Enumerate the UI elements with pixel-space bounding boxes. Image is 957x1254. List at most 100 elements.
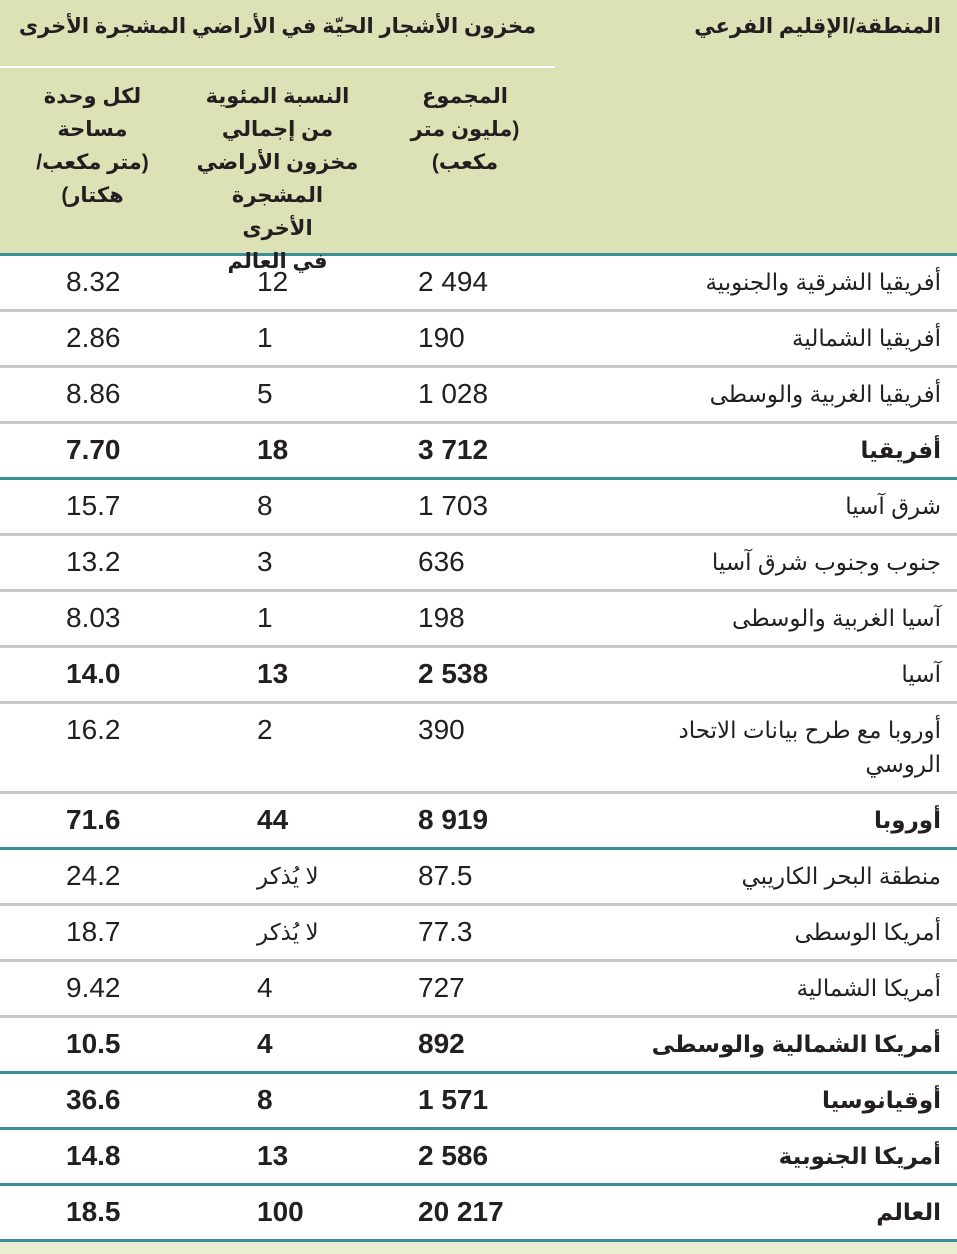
- per-area-cell: 36.6: [66, 1084, 121, 1115]
- region-cell: أمريكا الجنوبية: [778, 1143, 941, 1169]
- header-line: هكتار): [61, 184, 124, 207]
- region-cell: آسيا الغربية والوسطى: [732, 605, 941, 631]
- header-line: مخزون الأراضي: [196, 151, 359, 174]
- region-cell: أمريكا الشمالية والوسطى: [651, 1031, 941, 1057]
- table-row: جنوب وجنوب شرق آسيا 636 3 13.2: [0, 536, 957, 592]
- subtotal-row: أمريكا الشمالية والوسطى 892 4 10.5: [0, 1018, 957, 1074]
- subtotal-row: أفريقيا 3 712 18 7.70: [0, 424, 957, 480]
- percent-cell: 3: [257, 546, 273, 577]
- subtotal-row: أمريكا الجنوبية 2 586 13 14.8: [0, 1130, 957, 1186]
- header-line: المشجرة الأخرى: [231, 184, 324, 240]
- header-line: لكل وحدة: [43, 85, 142, 108]
- table-footer-band: [0, 1242, 957, 1254]
- per-area-cell: 8.03: [66, 602, 121, 633]
- table-row: أوروبا مع طرح بيانات الاتحاد الروسي 390 2 1…: [0, 704, 957, 794]
- per-area-cell: 13.2: [66, 546, 121, 577]
- table-body: أفريقيا الشرقية والجنوبية 2 494 12 8.32 أفري…: [0, 256, 957, 1242]
- total-cell: 87.5: [418, 860, 473, 891]
- table-row: أفريقيا الشمالية 190 1 2.86: [0, 312, 957, 368]
- header-group: مخزون الأشجار الحيّة في الأراضي المشجرة …: [18, 15, 537, 38]
- region-cell: آسيا: [901, 661, 941, 687]
- per-area-cell: 18.5: [66, 1196, 121, 1227]
- header-region: المنطقة/الإقليم الفرعي: [694, 15, 941, 38]
- table-row: أفريقيا الشرقية والجنوبية 2 494 12 8.32: [0, 256, 957, 312]
- region-cell: أفريقيا الغربية والوسطى: [709, 381, 941, 407]
- table-row: شرق آسيا 1 703 8 15.7: [0, 480, 957, 536]
- per-area-cell: 8.32: [66, 266, 121, 297]
- region-cell: العالم: [876, 1199, 941, 1225]
- table-row: أفريقيا الغربية والوسطى 1 028 5 8.86: [0, 368, 957, 424]
- per-area-cell: 16.2: [66, 714, 121, 745]
- per-area-cell: 14.0: [66, 658, 121, 689]
- subtotal-row: أوقيانوسيا 1 571 8 36.6: [0, 1074, 957, 1130]
- total-cell: 2 586: [418, 1140, 489, 1171]
- percent-cell: لا يُذكر: [257, 919, 319, 945]
- per-area-cell: 18.7: [66, 916, 121, 947]
- percent-cell: 8: [257, 1084, 273, 1115]
- percent-cell: 2: [257, 714, 273, 745]
- region-cell: أمريكا الوسطى: [794, 919, 942, 945]
- region-cell: أوقيانوسيا: [822, 1087, 941, 1113]
- total-cell: 20 217: [418, 1196, 504, 1227]
- header-line: من إجمالي: [221, 118, 334, 141]
- total-cell: 198: [418, 602, 465, 633]
- total-cell: 636: [418, 546, 465, 577]
- header-line: النسبة المئوية: [205, 85, 350, 108]
- header-total: المجموع (مليون متر مكعب): [380, 80, 550, 179]
- header-per-area: لكل وحدة مساحة (متر مكعب/ هكتار): [10, 80, 175, 212]
- per-area-cell: 7.70: [66, 434, 121, 465]
- header-line: (متر مكعب/: [36, 151, 149, 174]
- percent-cell: 44: [257, 804, 289, 835]
- table-header: المنطقة/الإقليم الفرعي مخزون الأشجار الح…: [0, 0, 957, 273]
- total-cell: 3 712: [418, 434, 489, 465]
- percent-cell: 18: [257, 434, 289, 465]
- total-cell: 2 538: [418, 658, 489, 689]
- region-cell: أفريقيا: [860, 437, 941, 463]
- percent-cell: 13: [257, 1140, 289, 1171]
- total-cell: 390: [418, 714, 465, 745]
- region-cell: أمريكا الشمالية: [796, 975, 941, 1001]
- per-area-cell: 2.86: [66, 322, 121, 353]
- region-cell: جنوب وجنوب شرق آسيا: [711, 549, 941, 575]
- percent-cell: 1: [257, 602, 273, 633]
- per-area-cell: 71.6: [66, 804, 121, 835]
- per-area-cell: 14.8: [66, 1140, 121, 1171]
- percent-cell: 12: [257, 266, 289, 297]
- subtotal-row: العالم 20 217 100 18.5: [0, 1186, 957, 1242]
- total-cell: 892: [418, 1028, 465, 1059]
- table-row: أمريكا الوسطى 77.3 لا يُذكر 18.7: [0, 906, 957, 962]
- header-line: مكعب): [431, 151, 499, 174]
- percent-cell: 1: [257, 322, 273, 353]
- region-cell: شرق آسيا: [845, 493, 941, 519]
- subtotal-row: آسيا 2 538 13 14.0: [0, 648, 957, 704]
- header-line: المجموع: [422, 85, 508, 108]
- header-line: (مليون متر: [410, 118, 520, 141]
- total-cell: 727: [418, 972, 465, 1003]
- table-row: آسيا الغربية والوسطى 198 1 8.03: [0, 592, 957, 648]
- header-line: مساحة: [57, 118, 128, 141]
- per-area-cell: 24.2: [66, 860, 121, 891]
- total-cell: 190: [418, 322, 465, 353]
- region-cell: أوروبا: [874, 807, 941, 833]
- header-percent: النسبة المئوية من إجمالي مخزون الأراضي ا…: [195, 80, 360, 278]
- per-area-cell: 10.5: [66, 1028, 121, 1059]
- percent-cell: 13: [257, 658, 289, 689]
- per-area-cell: 9.42: [66, 972, 121, 1003]
- region-cell: أفريقيا الشمالية: [792, 325, 941, 351]
- percent-cell: 100: [257, 1196, 304, 1227]
- total-cell: 8 919: [418, 804, 489, 835]
- region-cell: أفريقيا الشرقية والجنوبية: [705, 269, 941, 295]
- per-area-cell: 8.86: [66, 378, 121, 409]
- percent-cell: 8: [257, 490, 273, 521]
- percent-cell: 5: [257, 378, 273, 409]
- percent-cell: لا يُذكر: [257, 863, 319, 889]
- region-cell: منطقة البحر الكاريبي: [741, 863, 941, 889]
- percent-cell: 4: [257, 1028, 273, 1059]
- region-cell: أوروبا مع طرح بيانات الاتحاد الروسي: [678, 717, 941, 777]
- total-cell: 1 571: [418, 1084, 489, 1115]
- total-cell: 1 028: [418, 378, 489, 409]
- table-row: منطقة البحر الكاريبي 87.5 لا يُذكر 24.2: [0, 850, 957, 906]
- total-cell: 2 494: [418, 266, 489, 297]
- header-line: في العالم: [227, 250, 328, 273]
- header-divider: [0, 66, 555, 68]
